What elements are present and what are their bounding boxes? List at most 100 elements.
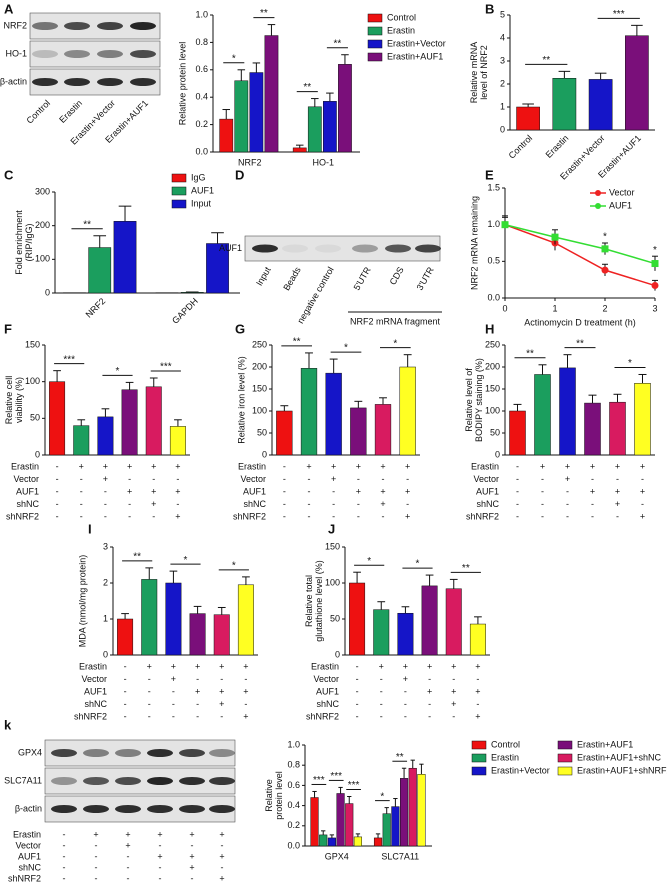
- bar: [584, 402, 601, 456]
- treatment-cell: -: [152, 474, 155, 484]
- y-tick-label: 0: [495, 449, 500, 459]
- bar: [219, 118, 234, 153]
- point: [651, 260, 659, 268]
- treatment-cell: -: [406, 499, 409, 509]
- treatment-cell: +: [403, 674, 408, 684]
- treatment-cell: -: [541, 511, 544, 521]
- treatment-cell: -: [476, 699, 479, 709]
- y-tick-label: 250: [252, 339, 267, 349]
- treatment-label: Erastin: [471, 461, 499, 471]
- blot-band: [315, 244, 341, 253]
- treatment-cell: +: [331, 461, 336, 471]
- bar: [588, 79, 613, 131]
- bar: [516, 106, 540, 131]
- y-axis-label: Relativeprotein level: [264, 771, 284, 820]
- legend-swatch: [557, 753, 573, 763]
- significance-label: **: [83, 219, 91, 230]
- y-axis-label: MDA (nmol/mg protein): [77, 555, 87, 648]
- bar: [559, 367, 576, 456]
- significance-label: *: [232, 561, 236, 572]
- x-tick-label: 0: [502, 303, 507, 313]
- treatment-cell: -: [404, 699, 407, 709]
- treatment-cell: -: [124, 686, 127, 696]
- error-bar: [145, 567, 154, 580]
- significance-label: **: [542, 55, 550, 66]
- blot-band: [179, 749, 205, 757]
- treatment-cell: -: [541, 486, 544, 496]
- error-bar: [355, 833, 361, 837]
- blot-band: [83, 777, 109, 785]
- panel-label: G: [235, 321, 245, 336]
- bar: [88, 247, 112, 294]
- treatment-cell: +: [590, 461, 595, 471]
- bar: [421, 585, 438, 656]
- legend-swatch: [557, 740, 573, 750]
- significance-label: ***: [613, 9, 625, 20]
- treatment-cell: -: [104, 486, 107, 496]
- treatment-cell: -: [541, 474, 544, 484]
- error-bar: [242, 576, 250, 585]
- treatment-cell: +: [219, 829, 224, 839]
- blot-band: [64, 50, 90, 58]
- error-bar: [267, 24, 276, 36]
- treatment-cell: -: [191, 873, 194, 883]
- significance-label: **: [396, 752, 404, 763]
- treatment-cell: -: [641, 474, 644, 484]
- blot-band: [415, 244, 441, 253]
- blot-band: [147, 749, 173, 757]
- error-bar: [252, 62, 261, 73]
- treatment-cell: -: [148, 711, 151, 721]
- treatment-cell: -: [127, 862, 130, 872]
- point: [601, 266, 609, 274]
- line-series: [504, 223, 656, 265]
- y-tick-label: 200: [485, 361, 500, 371]
- treatment-cell: -: [428, 711, 431, 721]
- treatment-cell: +: [565, 474, 570, 484]
- bar: [117, 618, 134, 656]
- bar: [373, 837, 383, 847]
- significance-label: *: [393, 338, 397, 349]
- error-bar: [522, 103, 534, 107]
- error-bar: [379, 397, 387, 405]
- treatment-cell: -: [357, 499, 360, 509]
- treatment-label: shNC: [18, 862, 41, 872]
- y-tick-label: 0.5: [487, 256, 500, 266]
- treatment-label: shNRF2: [6, 511, 39, 521]
- treatment-cell: -: [516, 511, 519, 521]
- treatment-cell: -: [541, 499, 544, 509]
- treatment-cell: -: [172, 711, 175, 721]
- treatment-cell: +: [103, 461, 108, 471]
- bar: [307, 106, 322, 153]
- lane-label: 5'UTR: [352, 265, 374, 292]
- treatment-cell: +: [175, 486, 180, 496]
- legend-swatch: [471, 766, 487, 776]
- treatment-cell: -: [124, 711, 127, 721]
- treatment-cell: -: [56, 499, 59, 509]
- y-tick-label: 150: [25, 339, 40, 349]
- treatment-cell: -: [196, 699, 199, 709]
- treatment-cell: -: [244, 674, 247, 684]
- bar: [509, 410, 526, 456]
- point: [501, 221, 509, 229]
- treatment-cell: -: [516, 499, 519, 509]
- blot-band: [130, 50, 156, 58]
- bar: [249, 72, 264, 153]
- treatment-cell: +: [195, 661, 200, 671]
- treatment-label: Vector: [81, 674, 107, 684]
- treatment-label: Vector: [240, 474, 266, 484]
- error-bar: [354, 400, 363, 408]
- bar: [292, 147, 307, 153]
- legend-swatch: [557, 766, 573, 776]
- y-tick-label: 0.4: [195, 92, 208, 102]
- error-bar: [638, 373, 647, 384]
- y-tick-label: 100: [485, 405, 500, 415]
- blot-band: [130, 78, 156, 86]
- panel-label: J: [328, 521, 335, 536]
- significance-label: **: [462, 563, 470, 574]
- error-bar: [280, 405, 289, 411]
- treatment-cell: +: [451, 699, 456, 709]
- treatment-cell: +: [540, 461, 545, 471]
- treatment-label: Vector: [313, 674, 339, 684]
- treatment-label: shNRF2: [466, 511, 499, 521]
- blot-band: [179, 805, 205, 813]
